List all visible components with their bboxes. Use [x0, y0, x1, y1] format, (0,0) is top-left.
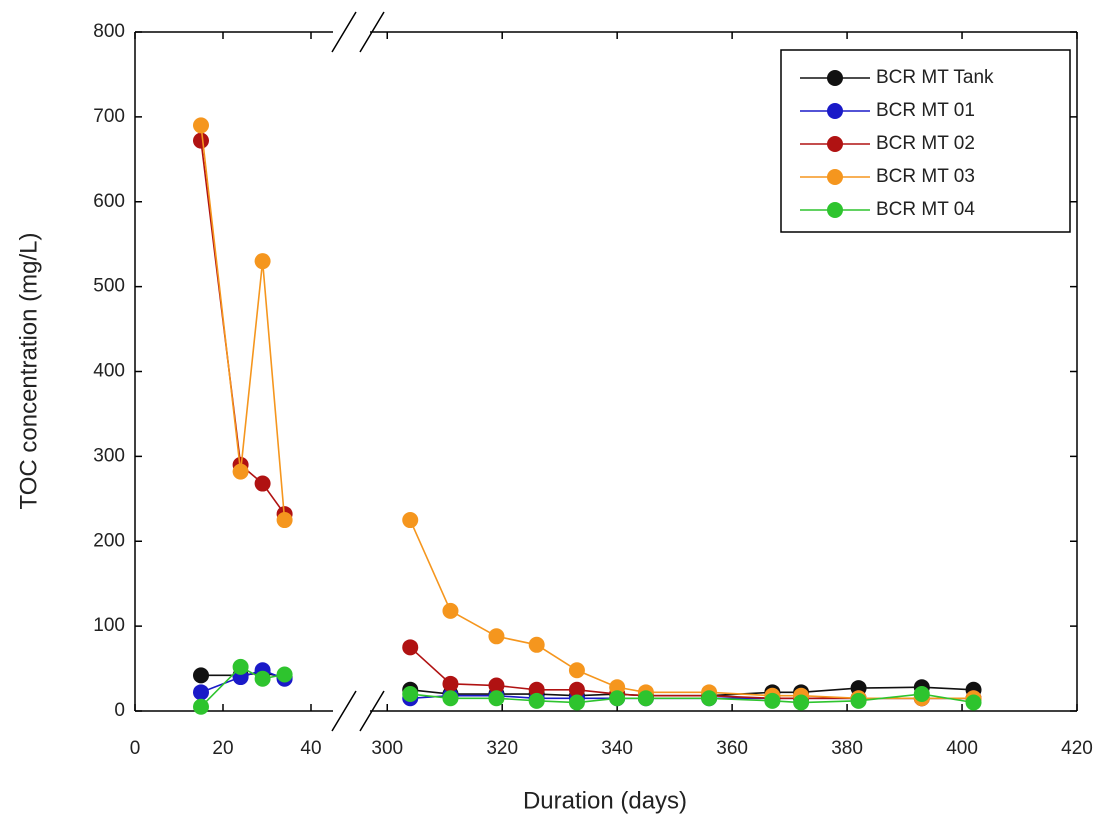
legend-marker	[827, 103, 843, 119]
x-tick-label: 40	[300, 738, 321, 759]
axis-break	[331, 11, 385, 732]
data-point	[254, 475, 271, 492]
data-point	[442, 675, 459, 692]
y-tick-label: 500	[93, 276, 125, 297]
x-tick-label: 320	[486, 738, 518, 759]
data-point	[193, 132, 209, 149]
x-tick-label: 20	[212, 738, 233, 759]
legend-label: BCR MT Tank	[876, 67, 994, 88]
data-point	[488, 690, 505, 707]
x-tick-label: 400	[946, 738, 978, 759]
y-tick-label: 800	[93, 21, 125, 42]
x-tick-label: 340	[601, 738, 633, 759]
data-point	[609, 679, 626, 696]
data-point	[793, 694, 810, 711]
data-point	[528, 681, 545, 698]
x-tick-label: 380	[831, 738, 863, 759]
legend-label: BCR MT 02	[876, 133, 975, 154]
y-tick-label: 400	[93, 361, 125, 382]
data-point	[488, 628, 505, 645]
legend-marker	[827, 70, 843, 86]
data-point	[488, 677, 505, 694]
series-line	[409, 519, 974, 700]
legend-label: BCR MT 04	[876, 199, 975, 220]
legend-label: BCR MT 01	[876, 100, 975, 121]
x-tick-label: 300	[371, 738, 403, 759]
data-point	[442, 602, 459, 619]
data-point	[528, 692, 545, 709]
data-point	[568, 694, 585, 711]
x-tick-label: 0	[130, 738, 141, 759]
data-point	[254, 670, 271, 687]
legend-marker	[827, 136, 843, 152]
data-point	[637, 690, 654, 707]
data-point	[276, 512, 293, 529]
y-tick-label: 600	[93, 191, 125, 212]
data-point	[568, 681, 585, 698]
series-line	[200, 125, 286, 521]
y-tick-label: 700	[93, 106, 125, 127]
data-point	[402, 686, 419, 703]
data-point	[402, 639, 419, 656]
data-point	[232, 658, 249, 675]
data-point	[913, 686, 930, 703]
series-line	[200, 665, 285, 708]
y-tick-label: 200	[93, 530, 125, 551]
data-point	[609, 690, 626, 707]
data-point	[276, 666, 293, 683]
data-point	[402, 512, 419, 529]
data-point	[965, 694, 982, 711]
data-point	[568, 662, 585, 679]
data-point	[254, 253, 271, 270]
legend-marker	[827, 169, 843, 185]
y-tick-label: 100	[93, 615, 125, 636]
data-point	[701, 690, 718, 707]
data-point	[764, 692, 781, 709]
data-point	[193, 667, 209, 684]
y-axis-label: TOC concentration (mg/L)	[15, 233, 42, 510]
data-point	[442, 690, 459, 707]
x-axis-label: Duration (days)	[523, 787, 687, 814]
data-point	[193, 117, 209, 134]
x-tick-label: 420	[1061, 738, 1093, 759]
data-point	[232, 463, 249, 480]
data-point	[193, 698, 209, 715]
y-tick-label: 300	[93, 445, 125, 466]
legend-marker	[827, 202, 843, 218]
data-point	[528, 636, 545, 653]
legend-label: BCR MT 03	[876, 166, 975, 187]
data-point	[850, 692, 867, 709]
y-tick-label: 0	[114, 700, 125, 721]
data-point	[193, 684, 209, 701]
x-tick-label: 360	[716, 738, 748, 759]
